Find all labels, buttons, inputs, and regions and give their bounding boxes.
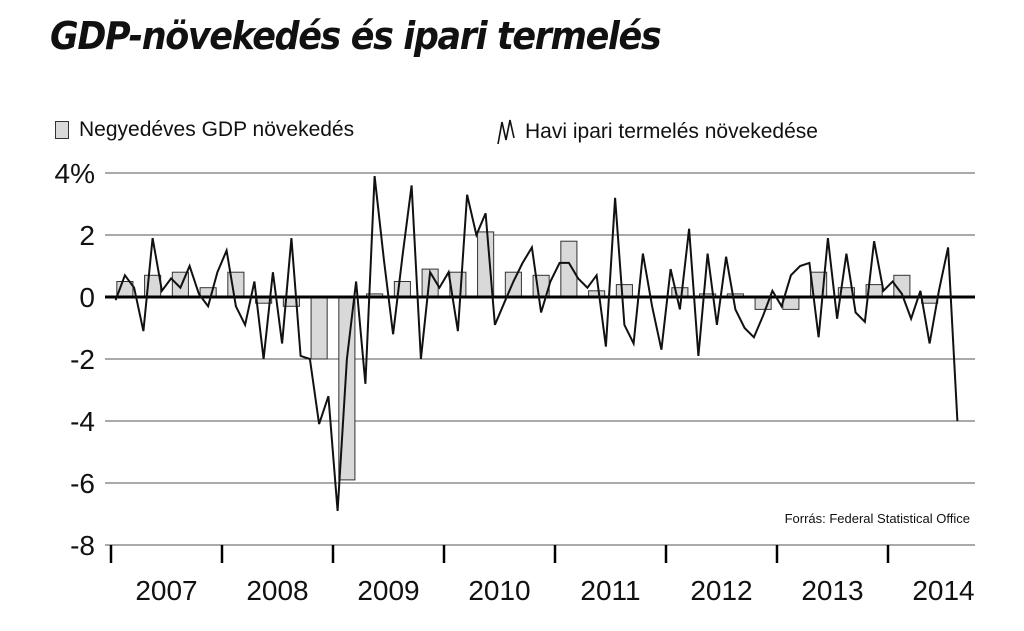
y-tick-label: -2 <box>70 344 95 375</box>
chart-title: GDP-növekedés és ipari termelés <box>50 14 662 58</box>
legend-label-industry: Havi ipari termelés növekedése <box>525 120 818 143</box>
gdp-bar <box>393 281 411 298</box>
x-tick-label: 2009 <box>357 575 419 606</box>
y-tick-label: 0 <box>79 282 95 313</box>
zigzag-line-icon <box>497 119 515 145</box>
y-tick-label: 4% <box>55 158 95 189</box>
x-tick-label: 2007 <box>135 575 197 606</box>
legend-item-gdp: Negyedéves GDP növekedés <box>55 118 354 142</box>
y-tick-label: 2 <box>79 220 95 251</box>
x-tick-label: 2014 <box>912 575 974 606</box>
gdp-bar <box>560 240 578 298</box>
y-tick-label: -8 <box>70 530 95 561</box>
x-tick-label: 2013 <box>801 575 863 606</box>
y-tick-label: -6 <box>70 468 95 499</box>
gdp-bar <box>615 284 633 298</box>
gdp-bar <box>782 296 800 310</box>
x-tick-label: 2012 <box>690 575 752 606</box>
source-note: Forrás: Federal Statistical Office <box>785 511 970 526</box>
legend-label-gdp: Negyedéves GDP növekedés <box>79 118 355 141</box>
x-tick-label: 2008 <box>246 575 308 606</box>
x-tick-label: 2010 <box>468 575 530 606</box>
legend-item-industry: Havi ipari termelés növekedése <box>497 118 818 146</box>
bar-swatch-icon <box>55 121 69 139</box>
x-tick-label: 2011 <box>580 575 640 606</box>
gdp-bar <box>310 296 328 360</box>
y-tick-label: -4 <box>70 406 95 437</box>
industry-line <box>114 175 959 511</box>
